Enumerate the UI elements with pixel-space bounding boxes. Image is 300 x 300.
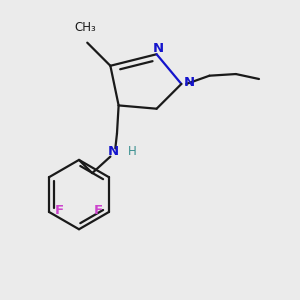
- Text: N: N: [153, 42, 164, 55]
- Text: F: F: [55, 204, 64, 218]
- Text: CH₃: CH₃: [75, 21, 97, 34]
- Text: F: F: [94, 204, 103, 218]
- Text: H: H: [128, 145, 136, 158]
- Text: N: N: [184, 76, 195, 89]
- Text: N: N: [108, 145, 119, 158]
